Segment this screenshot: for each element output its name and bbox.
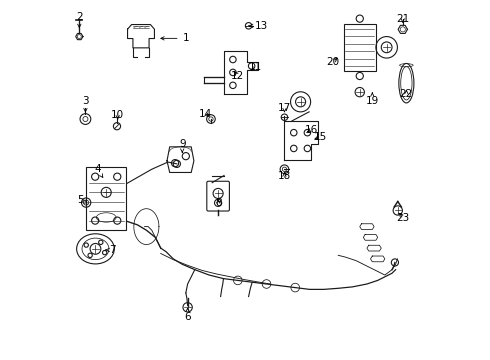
Text: 22: 22 [400, 89, 413, 99]
Bar [343, 24, 376, 71]
Text: 14: 14 [199, 109, 212, 119]
Text: 19: 19 [366, 93, 379, 106]
Text: 5: 5 [77, 195, 87, 205]
Text: 18: 18 [278, 171, 291, 181]
Text: 11: 11 [249, 62, 262, 72]
Text: 10: 10 [111, 111, 124, 121]
Text: 13: 13 [249, 21, 268, 31]
Text: 17: 17 [278, 103, 291, 113]
Text: 8: 8 [215, 198, 221, 208]
Text: 16: 16 [305, 125, 318, 135]
Bar [87, 167, 126, 230]
Text: 2: 2 [76, 12, 83, 28]
Text: 9: 9 [179, 139, 186, 152]
Text: 12: 12 [231, 71, 245, 81]
Text: 1: 1 [161, 33, 189, 43]
Text: 6: 6 [184, 308, 191, 322]
Text: 15: 15 [314, 132, 327, 142]
Text: 21: 21 [396, 14, 410, 24]
Text: 3: 3 [82, 96, 89, 112]
Text: 4: 4 [94, 164, 103, 177]
Text: 20: 20 [326, 57, 340, 67]
Text: 23: 23 [396, 213, 410, 222]
Text: 7: 7 [106, 245, 116, 255]
